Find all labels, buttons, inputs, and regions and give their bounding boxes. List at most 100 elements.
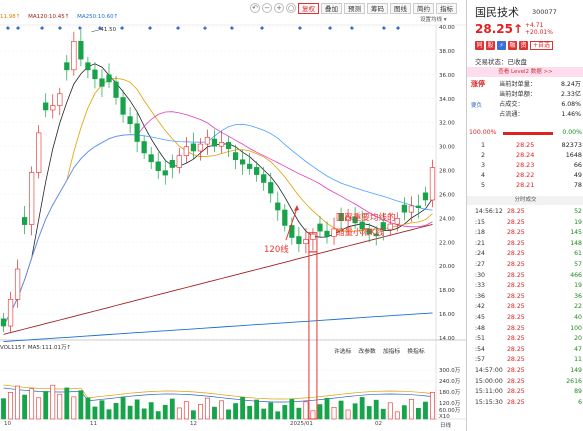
gu-icon[interactable]: 股 [486, 41, 495, 50]
x-axis-label: 02 [375, 421, 382, 427]
kline-chart[interactable]: 40.00 38.00 36.00 34.00 32.00 30.00 28.00 26.00… [0, 0, 466, 431]
add-watchlist-button[interactable]: +自选 [530, 41, 554, 50]
info-row: 占流通： 1.46% [499, 110, 581, 120]
arrow-head-icon [294, 205, 299, 211]
event-marker-icon [396, 26, 400, 30]
price-tick-label: 38.00 [439, 49, 455, 55]
book-level: 4 [481, 171, 486, 179]
order-book-row[interactable]: 1 28.25 82373 [467, 140, 583, 150]
volume-bar [43, 391, 49, 420]
kline-chart-area[interactable]: 40.00 38.00 36.00 34.00 32.00 30.00 28.00 26.00… [0, 0, 466, 431]
volume-ma10-line [3, 387, 433, 403]
volume-bar [380, 408, 386, 420]
volume-bar [296, 407, 302, 420]
zoom-in-icon[interactable]: + [274, 3, 284, 13]
volume-tick-label: 300.0万 [439, 367, 461, 374]
event-marker-icon [230, 26, 234, 30]
candle [64, 62, 70, 71]
event-marker-icon [328, 26, 332, 30]
order-book-row[interactable]: 3 28.23 66 [467, 160, 583, 170]
change-percent: +20.01% [525, 29, 553, 36]
tick-price: 28.25 [507, 218, 525, 226]
tong-icon[interactable]: 同 [475, 41, 484, 50]
tick-time: :27 [475, 260, 485, 268]
tick-time: 15:11:00 [475, 388, 503, 396]
candle [373, 233, 379, 237]
reset-icon[interactable]: ○ [286, 3, 296, 13]
volume-bar [176, 407, 182, 420]
volume-bar [282, 405, 288, 420]
back-icon[interactable]: ↶ [250, 3, 260, 13]
tick-time: :33 [475, 282, 485, 290]
tick-price: 28.25 [507, 271, 525, 279]
x-axis-label: 10 [4, 421, 11, 427]
buy-sell-ratio: 100.00% 0.00% [467, 129, 583, 138]
sub-menu-item[interactable]: 许选标 [334, 349, 352, 355]
volume-bar [162, 404, 168, 420]
candle [296, 236, 302, 244]
annotation-arrow [285, 207, 298, 241]
tick-row: 14:56:12 28.25 52 [467, 207, 583, 218]
order-book-row[interactable]: 4 28.22 49 [467, 170, 583, 180]
zi-icon[interactable]: 资 [519, 41, 528, 50]
book-volume: 66 [573, 161, 582, 169]
high-marker-label: 41.50 [100, 27, 116, 33]
volume-bar [8, 392, 13, 420]
volume-bar [352, 403, 358, 420]
candle [0, 318, 7, 327]
limit-sub-link[interactable]: 要负 [471, 103, 483, 109]
level2-link[interactable]: 查看 Level2 数据 >> [467, 67, 583, 77]
tick-time: 15:00:00 [475, 377, 503, 385]
volume-bar [134, 399, 140, 420]
tick-row: :54 28.25 47 [467, 345, 583, 356]
flash-icon[interactable]: ⚡ [497, 41, 506, 50]
order-book-row[interactable]: 2 28.24 1648 [467, 150, 583, 160]
candle [261, 174, 267, 183]
tick-volume: 40 [574, 313, 582, 321]
ma-settings-button[interactable]: 设置均线 ▾ [420, 17, 447, 23]
book-level: 3 [481, 161, 486, 169]
candle [303, 239, 309, 244]
candle [387, 223, 393, 230]
candle [366, 228, 372, 235]
sub-panel-menu: 许选标 改参数 加指标 换指标 [334, 346, 425, 355]
order-book-row[interactable]: 5 28.21 78 [467, 180, 583, 190]
x-axis-period[interactable]: 日线 [440, 423, 452, 429]
chips-button[interactable]: 筹码 [367, 2, 388, 14]
ma-settings-label: 设置均线 [420, 17, 443, 23]
candle [275, 202, 281, 211]
event-marker-icon [176, 26, 180, 30]
event-marker-icon [78, 26, 82, 30]
tick-price: 28.25 [507, 229, 525, 237]
candle [71, 41, 77, 71]
event-marker-icon [148, 26, 152, 30]
volume-bar [15, 385, 20, 420]
candle [134, 123, 140, 142]
sub-menu-item[interactable]: 改参数 [358, 349, 376, 355]
candle [218, 142, 225, 147]
tick-time: 15:15:30 [475, 398, 503, 406]
volume-bar [226, 409, 231, 420]
simple-button[interactable]: 简约 [413, 2, 434, 14]
overlay-button[interactable]: 叠加 [321, 2, 342, 14]
sub-menu-item[interactable]: 加指标 [382, 349, 401, 355]
candle [155, 161, 161, 171]
forecast-button[interactable]: 预测 [344, 2, 365, 14]
rong-icon[interactable]: 融 [508, 41, 517, 50]
ma30-line [3, 123, 433, 327]
volume-bar [423, 401, 428, 420]
tick-row: :51 28.25 20 [467, 334, 583, 345]
tick-list[interactable]: 14:56:12 28.25 52:15 28.25 19:18 28.25 145:21 2… [467, 207, 583, 408]
candle [345, 216, 351, 222]
zoom-out-icon[interactable]: − [262, 3, 272, 13]
sub-menu-item[interactable]: 换指标 [407, 349, 425, 355]
candle [169, 160, 175, 168]
tick-price: 28.25 [507, 356, 525, 364]
volume-bar [141, 408, 147, 420]
drawing-button[interactable]: 图线 [390, 2, 411, 14]
event-marker-icon [6, 26, 10, 30]
tick-price: 28.25 [507, 250, 525, 258]
book-volume: 49 [573, 171, 582, 179]
fuquan-button[interactable]: 复权 [298, 2, 319, 14]
indicator-button[interactable]: 指标 [436, 2, 457, 14]
